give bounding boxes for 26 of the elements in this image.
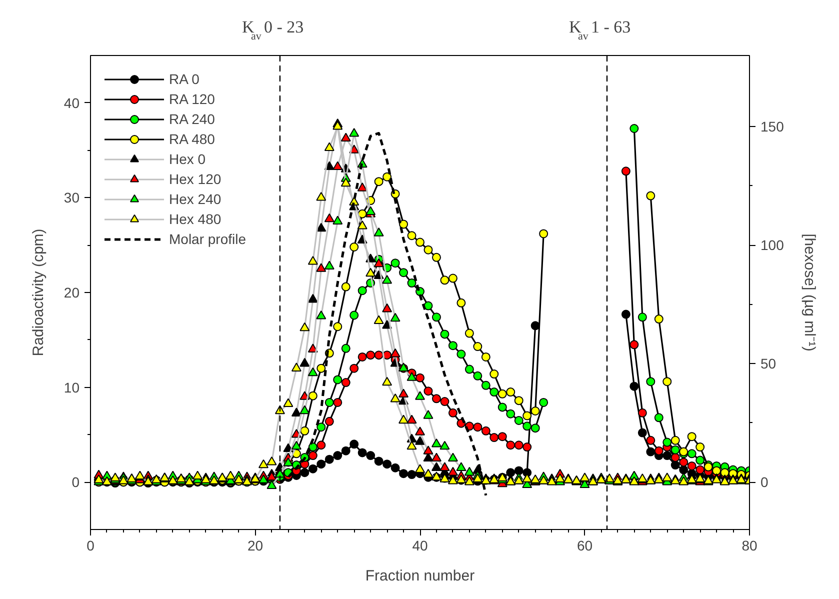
x-tick-label: 20 bbox=[247, 538, 264, 554]
y-tick-label: 0 bbox=[72, 474, 80, 490]
y2-tick-label: 50 bbox=[760, 356, 776, 372]
legend-label: Molar profile bbox=[169, 230, 246, 248]
legend-label: Hex 120 bbox=[169, 170, 222, 188]
y-tick-label: 10 bbox=[64, 379, 80, 396]
x-tick-label: 60 bbox=[576, 538, 593, 554]
y-axis-title: Radioactivity (cpm) bbox=[30, 228, 47, 356]
y-tick-label: 40 bbox=[64, 94, 80, 111]
y2-tick-label: 100 bbox=[760, 237, 784, 254]
legend-label: Hex 240 bbox=[169, 190, 222, 208]
y-tick-label: 20 bbox=[64, 284, 80, 300]
y2-tick-label: 0 bbox=[760, 474, 768, 490]
y-tick-label: 30 bbox=[64, 190, 80, 206]
x-tick-label: 0 bbox=[86, 538, 95, 554]
x-tick-label: 80 bbox=[742, 538, 758, 554]
legend-label: RA 0 bbox=[169, 70, 200, 88]
legend-label: Hex 480 bbox=[169, 210, 222, 228]
legend-label: RA 480 bbox=[169, 130, 215, 148]
legend-label: RA 240 bbox=[169, 110, 215, 128]
y2-tick-label: 150 bbox=[760, 118, 784, 135]
x-axis-title: Fraction number bbox=[365, 568, 475, 584]
legend-label: RA 120 bbox=[169, 90, 215, 108]
y2-axis-title: [hexose] (µg ml⁻¹) bbox=[800, 234, 818, 352]
legend-label: Hex 0 bbox=[169, 150, 206, 168]
x-tick-label: 40 bbox=[412, 538, 428, 554]
